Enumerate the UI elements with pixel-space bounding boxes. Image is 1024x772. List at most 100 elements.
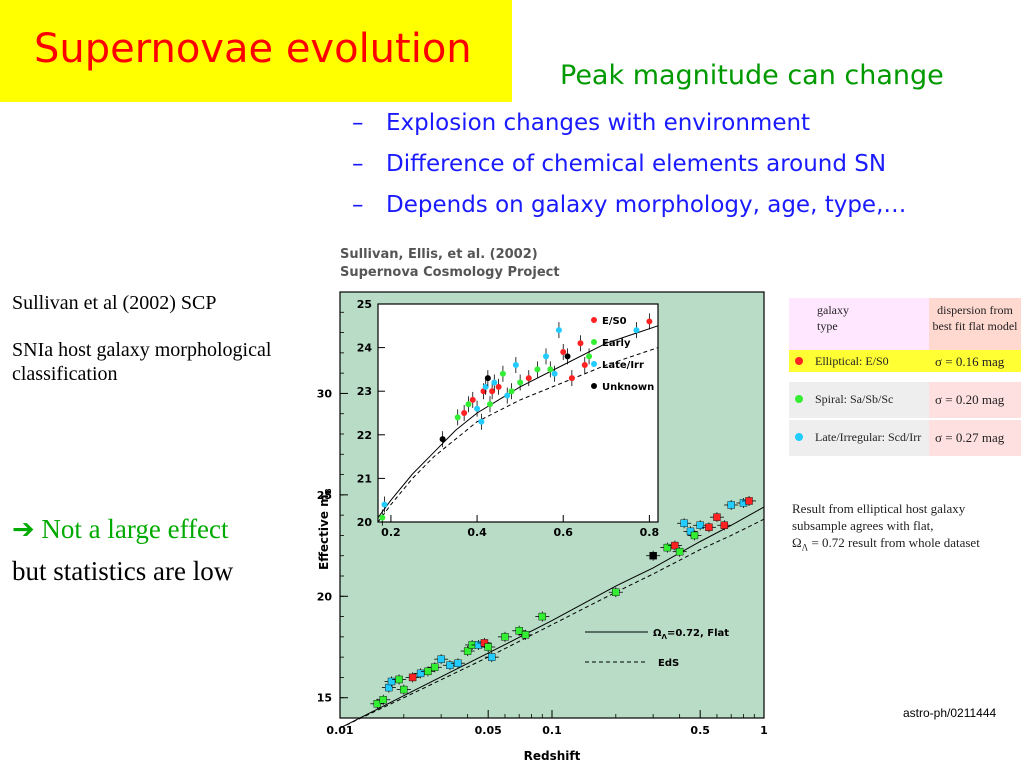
data-point <box>680 519 688 527</box>
data-point <box>515 627 523 635</box>
inset-x-tick-label: 0.8 <box>640 526 660 539</box>
data-point <box>488 653 496 661</box>
data-point <box>671 541 679 550</box>
inset-data-point <box>560 348 567 355</box>
data-point <box>446 661 454 669</box>
inset-data-point <box>508 388 515 395</box>
data-point <box>395 675 403 684</box>
inset-legend-label: Early <box>602 338 631 349</box>
data-point <box>649 552 657 560</box>
inset-y-tick-label: 23 <box>357 385 372 398</box>
data-point <box>713 513 721 521</box>
bullet-item: – Explosion changes with environment <box>352 104 906 145</box>
data-point <box>400 685 408 694</box>
data-point <box>373 700 382 708</box>
inset-fit-lines <box>377 325 659 523</box>
table-row-bg <box>929 382 1021 418</box>
arxiv-reference: astro-ph/0211444 <box>903 706 997 720</box>
inset-data-point <box>564 353 571 360</box>
inset-data-point <box>461 410 468 416</box>
main-axes: 0.01 0.05 0.1 0.5 1 15 20 25 30 <box>317 311 768 737</box>
inset-plot-area <box>377 303 659 523</box>
inset-legend: E/S0 Early Late/Irr Unknown <box>591 316 654 393</box>
inset-data-point <box>379 514 386 521</box>
inset-data-point <box>551 370 558 377</box>
table-header-cell <box>789 298 929 350</box>
conclusion-text: Not a large effect <box>41 514 229 544</box>
eds-model-line <box>339 518 765 729</box>
x-tick-label: 1 <box>760 724 768 737</box>
inset-y-tick-label: 20 <box>357 516 373 529</box>
legend-solid-label: ΩΛ=0.72, Flat <box>653 628 729 641</box>
inset-data-point <box>633 327 640 334</box>
row-value: σ = 0.16 mag <box>935 354 1005 369</box>
x-tick-label: 0.5 <box>690 724 710 737</box>
main-data-points <box>370 495 757 709</box>
inset-legend-marker <box>591 361 597 367</box>
inset-data-point <box>469 396 476 403</box>
data-point <box>696 521 704 529</box>
legend-dashed-label: EdS <box>658 658 679 669</box>
inset-data-point <box>568 375 575 382</box>
bullet-text: Explosion changes with environment <box>386 110 811 136</box>
bullet-dash: – <box>352 110 364 136</box>
figure-caption-line2: Supernova Cosmology Project <box>340 265 560 280</box>
row-value: σ = 0.27 mag <box>935 430 1005 445</box>
inset-legend-marker <box>591 383 597 389</box>
inset-data-point <box>439 436 446 443</box>
inset-data-point <box>525 375 532 382</box>
inset-legend-label: E/S0 <box>602 316 627 327</box>
inset-data-point <box>534 366 541 373</box>
y-tick-label: 25 <box>317 489 332 502</box>
table-row-bg <box>789 382 929 418</box>
inset-data-points <box>379 313 653 526</box>
inset-data-point <box>543 353 549 360</box>
inset-data-point <box>381 501 388 508</box>
inset-data-point <box>474 405 481 412</box>
data-point <box>416 669 425 678</box>
highlighted-row <box>789 350 1021 372</box>
inset-data-point <box>489 388 496 395</box>
spiral-dot-icon <box>795 395 803 403</box>
inset-eds-model-line <box>377 347 659 523</box>
inset-y-tick-label: 24 <box>357 342 373 355</box>
inset-legend-label: Unknown <box>602 382 654 393</box>
data-point <box>663 543 672 552</box>
figure-caption-line1: Sullivan, Ellis, et al. (2002) <box>340 247 538 262</box>
inset-data-point <box>504 392 511 399</box>
x-axis-label: Redshift <box>524 749 581 763</box>
data-point <box>408 673 417 682</box>
x-tick-label: 0.01 <box>326 724 353 737</box>
conclusion-line: ➔ Not a large effect <box>12 514 229 545</box>
inset-legend-label: Late/Irr <box>602 360 644 371</box>
inset-data-point <box>454 414 461 421</box>
morphology-text: SNIa host galaxy morphological classific… <box>12 339 272 385</box>
data-point <box>437 655 445 663</box>
hubble-diagram-figure: Sullivan, Ellis, et al. (2002) Supernova… <box>300 240 780 768</box>
row-label: Spiral: Sa/Sb/Sc <box>815 392 894 406</box>
main-fit-lines <box>339 506 765 729</box>
inset-x-tick-label: 0.4 <box>467 526 487 539</box>
data-point <box>745 497 753 505</box>
flat-model-line <box>339 506 765 729</box>
bullet-dash: – <box>352 151 364 177</box>
inset-data-point <box>586 353 593 360</box>
data-point <box>720 521 729 529</box>
inset-data-point <box>465 401 472 408</box>
reference-text: Sullivan et al (2002) SCP <box>12 292 217 314</box>
header-dispersion: dispersion from best fit flat model <box>932 303 1018 333</box>
inset-data-point <box>512 362 519 369</box>
inset-data-point <box>491 379 498 386</box>
data-point <box>463 647 472 655</box>
inset-data-point <box>517 379 524 386</box>
data-point <box>379 696 387 704</box>
bullet-item: – Depends on galaxy morphology, age, type… <box>352 186 906 227</box>
result-text: Result from elliptical host galaxy subsa… <box>792 501 980 553</box>
x-tick-label: 0.05 <box>475 724 502 737</box>
inset-x-tick-label: 0.6 <box>553 526 573 539</box>
y-tick-label: 15 <box>317 692 332 705</box>
data-point <box>686 527 695 536</box>
table-row-bg <box>789 420 929 456</box>
y-tick-label: 20 <box>317 590 333 603</box>
inset-data-point <box>555 327 562 334</box>
